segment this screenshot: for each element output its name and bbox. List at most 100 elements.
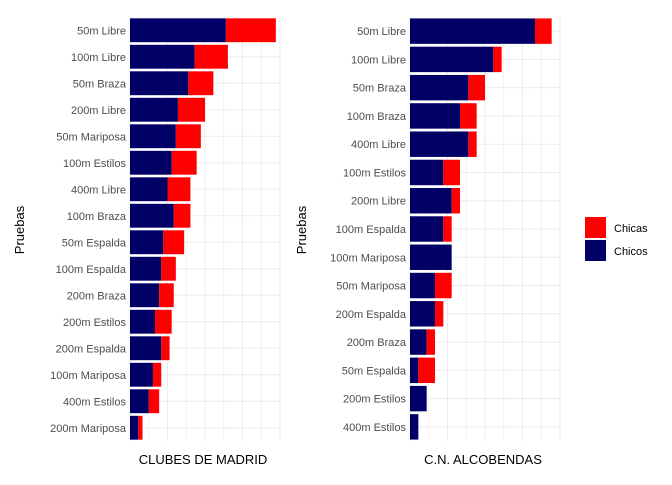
bar-chicas xyxy=(468,74,485,101)
bar-chicas xyxy=(159,283,174,308)
y-tick-label: 100m Mariposa xyxy=(50,370,127,382)
bar-chicas xyxy=(171,150,197,175)
bar-chicos xyxy=(410,46,494,73)
bar-chicas xyxy=(138,415,143,440)
y-tick-label: 50m Mariposa xyxy=(56,131,127,143)
bar-chicas xyxy=(493,46,502,73)
bar-chicos xyxy=(130,336,162,361)
bar-chicos xyxy=(410,103,460,129)
bar-chicos xyxy=(410,414,419,440)
bar-chicos xyxy=(410,18,535,44)
bar-chicas xyxy=(161,336,170,361)
bar-chicos xyxy=(130,177,168,202)
bar-chicos xyxy=(130,203,174,228)
y-tick-label: 100m Mariposa xyxy=(330,252,407,264)
bar-chicas xyxy=(177,97,205,122)
y-tick-label: 100m Libre xyxy=(71,52,126,64)
bar-chicos xyxy=(410,301,435,327)
y-axis-title: Pruebas xyxy=(294,205,309,254)
bar-chicos xyxy=(130,256,162,281)
bar-chicas xyxy=(161,256,176,281)
bar-chicos xyxy=(130,97,178,122)
y-tick-label: 200m Braza xyxy=(347,337,407,349)
bar-chicos xyxy=(410,131,469,157)
legend-label-chicos: Chicos xyxy=(614,246,648,258)
y-tick-label: 200m Estilos xyxy=(343,394,406,406)
bar-chicos xyxy=(410,357,419,384)
y-tick-label: 100m Estilos xyxy=(343,167,406,179)
y-tick-label: 50m Espalda xyxy=(342,365,407,377)
y-tick-label: 50m Braza xyxy=(353,83,407,95)
bar-chicas xyxy=(426,329,435,355)
y-tick-label: 100m Espalda xyxy=(336,224,407,236)
bar-chicos xyxy=(130,309,155,334)
bar-chicos xyxy=(130,150,172,175)
bar-chicos xyxy=(130,44,195,69)
bar-chicas xyxy=(155,309,172,334)
bar-chicos xyxy=(410,329,427,355)
y-tick-label: 100m Braza xyxy=(347,111,407,123)
y-tick-label: 200m Libre xyxy=(71,105,126,117)
y-tick-label: 200m Espalda xyxy=(56,343,127,355)
bar-chicas xyxy=(188,71,214,96)
y-axis-title: Pruebas xyxy=(12,205,27,254)
y-tick-label: 50m Espalda xyxy=(62,237,127,249)
bar-chicas xyxy=(418,357,435,384)
y-tick-label: 400m Estilos xyxy=(63,396,126,408)
bar-chicos xyxy=(410,188,452,214)
legend-swatch-chicas xyxy=(585,217,606,238)
bar-chicos xyxy=(130,124,176,149)
bar-chicos xyxy=(410,159,444,186)
legend-swatch-chicos xyxy=(585,240,606,261)
bar-chicos xyxy=(130,18,226,43)
bar-chicas xyxy=(535,18,552,44)
bar-chicos xyxy=(130,230,164,255)
bar-chicos xyxy=(130,389,149,414)
y-tick-label: 100m Espalda xyxy=(56,264,127,276)
y-tick-label: 200m Mariposa xyxy=(50,423,127,435)
bar-chicas xyxy=(443,216,452,242)
bar-chicos xyxy=(410,385,427,412)
y-tick-label: 50m Libre xyxy=(77,25,126,37)
bar-chicas xyxy=(163,230,185,255)
bar-chicas xyxy=(435,272,452,299)
bar-chicas xyxy=(175,124,201,149)
y-tick-label: 400m Estilos xyxy=(343,422,406,434)
y-tick-label: 400m Libre xyxy=(351,139,406,151)
y-tick-label: 200m Libre xyxy=(351,196,406,208)
y-tick-label: 100m Estilos xyxy=(63,158,126,170)
x-axis-title: CLUBES DE MADRID xyxy=(139,452,268,467)
bar-chicas xyxy=(152,362,162,387)
bar-chicos xyxy=(410,216,444,242)
bar-chicos xyxy=(130,415,139,440)
bar-chicos xyxy=(130,362,153,387)
y-tick-label: 50m Mariposa xyxy=(336,281,407,293)
y-tick-label: 50m Libre xyxy=(357,26,406,38)
y-tick-label: 400m Libre xyxy=(71,184,126,196)
bar-chicas xyxy=(460,103,477,129)
bar-chicas xyxy=(194,44,228,69)
bar-chicas xyxy=(468,131,477,157)
bar-chicas xyxy=(167,177,191,202)
bar-chicas xyxy=(443,159,460,186)
bar-chicas xyxy=(225,18,276,43)
y-tick-label: 200m Braza xyxy=(67,290,127,302)
legend-label-chicas: Chicas xyxy=(614,223,648,235)
y-tick-label: 50m Braza xyxy=(73,78,127,90)
bar-chicos xyxy=(410,272,435,299)
bar-chicos xyxy=(410,74,469,101)
bar-chicas xyxy=(435,301,444,327)
x-axis-title: C.N. ALCOBENDAS xyxy=(424,452,542,467)
y-tick-label: 200m Estilos xyxy=(63,317,126,329)
y-tick-label: 100m Libre xyxy=(351,54,406,66)
bar-chicas xyxy=(451,188,460,214)
bar-chicas xyxy=(148,389,160,414)
bar-chicas xyxy=(173,203,191,228)
y-tick-label: 100m Braza xyxy=(67,211,127,223)
y-tick-label: 200m Espalda xyxy=(336,309,407,321)
bar-chicos xyxy=(130,71,189,96)
bar-chicos xyxy=(130,283,160,308)
bar-chicos xyxy=(410,244,452,270)
